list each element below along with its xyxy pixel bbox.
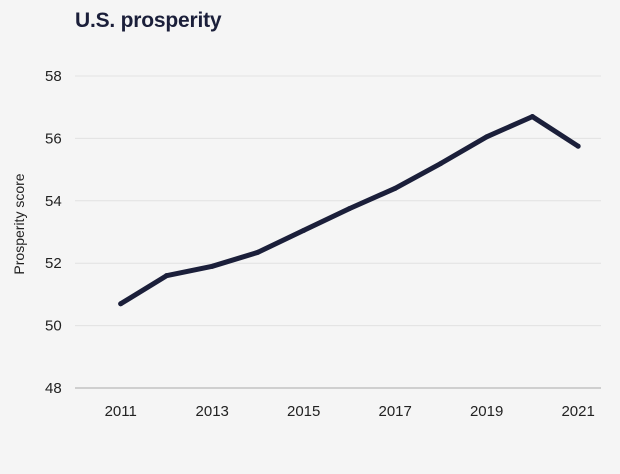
y-tick-label: 50 [45,318,62,335]
data-point [346,206,352,212]
x-axis-ticks: 2011 2013 2015 2017 2019 2021 [105,403,595,420]
x-tick-label: 2021 [561,403,594,420]
data-point [575,143,581,149]
data-point [529,114,535,120]
series-group [118,114,581,307]
data-point [484,134,490,140]
data-point [163,273,169,279]
x-tick-label: 2015 [287,403,320,420]
y-tick-label: 58 [45,68,62,85]
data-point [255,249,261,255]
y-tick-label: 52 [45,255,62,272]
x-tick-label: 2011 [105,403,137,420]
y-axis-ticks: 48 50 52 54 56 58 [45,68,62,397]
chart-title: U.S. prosperity [75,9,222,32]
x-tick-label: 2019 [470,403,503,420]
x-tick-label: 2017 [378,403,411,420]
y-tick-label: 56 [45,130,62,147]
y-tick-label: 48 [45,380,62,397]
x-tick-label: 2013 [196,403,229,420]
y-tick-label: 54 [45,193,62,210]
gridlines [75,75,601,389]
data-point [301,227,307,233]
y-axis-title: Prosperity score [11,173,27,274]
data-point [209,263,215,269]
data-point [438,160,444,166]
data-point [392,185,398,191]
data-point [118,301,124,307]
